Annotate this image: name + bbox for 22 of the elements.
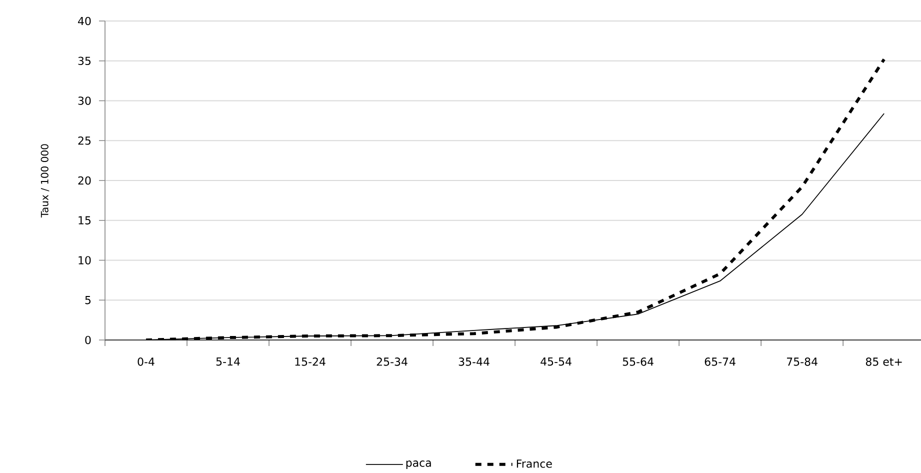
y-tick-label: 0 <box>85 336 91 344</box>
y-tick-label: 40 <box>78 16 91 26</box>
y-tick-label: 10 <box>78 256 91 264</box>
x-tick-label: 65-74 <box>704 358 736 366</box>
x-tick-label: 85 et+ <box>866 358 902 366</box>
y-tick-label: 20 <box>78 176 91 185</box>
y-tick-label: 25 <box>78 136 91 145</box>
y-tick-label: 30 <box>78 96 91 105</box>
y-tick-label: 35 <box>78 56 91 66</box>
y-axis-title: Taux / 100 000 <box>40 144 50 218</box>
legend-label: paca <box>406 460 431 470</box>
x-tick-label: 45-54 <box>540 358 572 366</box>
x-tick-label: 75-84 <box>787 358 818 366</box>
x-tick-label: 5-14 <box>216 358 240 366</box>
x-tick-label: 25-34 <box>376 358 408 366</box>
x-tick-label: 55-64 <box>622 358 654 366</box>
x-tick-label: 15-24 <box>295 358 326 366</box>
x-tick-label: 0-4 <box>138 358 154 366</box>
legend-label: France <box>516 460 552 468</box>
y-tick-label: 15 <box>78 216 91 224</box>
x-tick-label: 35-44 <box>458 358 490 366</box>
y-tick-label: 5 <box>85 296 91 304</box>
